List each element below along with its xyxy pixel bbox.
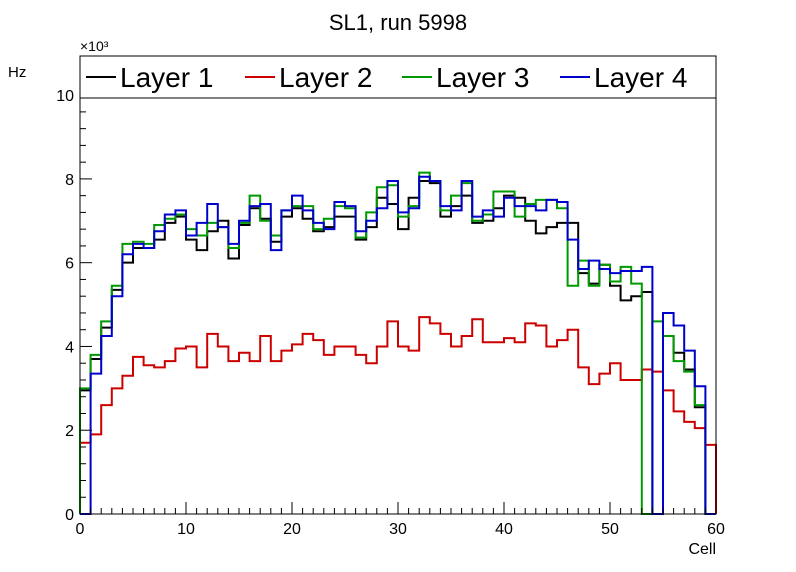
legend-label-layer-4: Layer 4 — [594, 62, 687, 93]
y-tick-label: 8 — [65, 172, 74, 189]
legend-label-layer-1: Layer 1 — [120, 62, 213, 93]
y-tick-label: 6 — [65, 256, 74, 273]
legend-label-layer-3: Layer 3 — [436, 62, 529, 93]
x-tick-label: 10 — [177, 521, 195, 538]
series-layer — [79, 171, 717, 515]
y-tick-label: 4 — [65, 339, 74, 356]
axes-layer: 0 10 20 30 40 50 60 0 2 4 6 8 10 — [56, 77, 725, 538]
x-axis-label: Cell — [688, 541, 716, 558]
series-line-layer-4 — [80, 175, 716, 515]
legend-box — [79, 55, 717, 99]
x-tick-label: 0 — [76, 521, 85, 538]
y-axis-label: Hz — [8, 64, 26, 81]
legend-label-layer-2: Layer 2 — [279, 62, 372, 93]
x-tick-label: 60 — [707, 521, 725, 538]
x-tick-label: 40 — [495, 521, 513, 538]
x-tick-label: 50 — [601, 521, 619, 538]
y-tick-label: 2 — [65, 423, 74, 440]
legend: Layer 1 Layer 2 Layer 3 Layer 4 — [79, 55, 717, 99]
x-tick-label: 30 — [389, 521, 407, 538]
chart-title: SL1, run 5998 — [329, 10, 467, 35]
y-axis-multiplier: ×10³ — [80, 38, 109, 54]
x-tick-label: 20 — [283, 521, 301, 538]
y-tick-label: 10 — [56, 88, 74, 105]
series-line-layer-2 — [79, 316, 717, 514]
y-tick-label: 0 — [65, 507, 74, 524]
